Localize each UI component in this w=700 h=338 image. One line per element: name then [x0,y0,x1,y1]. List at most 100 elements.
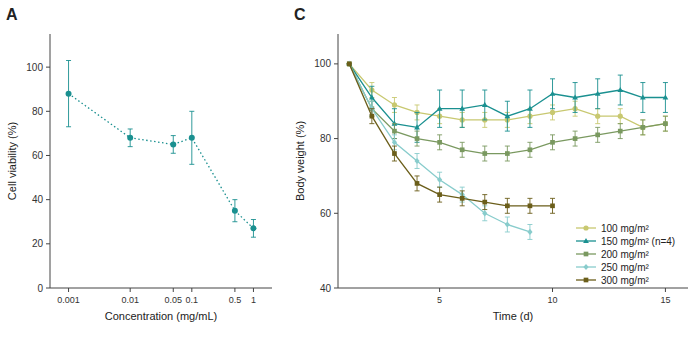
x-tick-label: 15 [660,295,670,305]
panel: C51015406080100Time (d)Body weight (%)10… [294,6,688,322]
point [170,141,176,147]
y-tick [46,288,50,289]
point [528,147,533,152]
title: C [294,6,306,23]
point [370,114,375,119]
error-bar [128,129,133,147]
legend: 100 mg/m²150 mg/m² (n=4)200 mg/m²250 mg/… [576,223,675,286]
x-tick [191,288,192,292]
point [618,129,623,134]
y-tick-label: 40 [32,194,44,205]
point [663,121,668,126]
point [482,151,487,156]
point [369,94,375,99]
error-bar [482,90,487,120]
y-tick-label: 80 [32,106,44,117]
point [482,210,487,216]
point [392,129,397,134]
line [349,64,530,232]
point [437,177,442,183]
point [505,151,510,156]
x-tick [173,288,174,292]
error-bar [189,111,194,164]
error-bar [482,195,487,210]
error-bar [415,112,420,142]
y-tick-label: 60 [32,150,44,161]
error-bar [618,124,623,139]
error-bar [640,120,645,135]
error-bar [550,79,555,109]
y-tick-label: 20 [32,238,44,249]
error-bar [460,142,465,157]
point [66,91,72,97]
point [640,125,645,130]
point [505,221,510,227]
y-tick [46,199,50,200]
point [460,196,465,201]
legend-label: 250 mg/m² [601,262,649,273]
x-tick [253,288,254,292]
error-bar [618,75,623,105]
legend-marker [583,264,588,270]
error-bar [527,142,532,157]
point [437,140,442,145]
line [69,94,254,229]
x-axis-label: Concentration (mg/mL) [105,310,218,322]
error-bar [640,120,645,135]
y-tick-label: 40 [320,283,332,294]
legend-marker [584,278,589,283]
point [528,203,533,208]
figure: A0.0010.010.050.10.51020406080100Concent… [0,0,700,338]
legend-label: 300 mg/m² [601,275,649,286]
error-bar [663,116,668,131]
error-bar [505,198,510,213]
point [392,151,397,156]
error-bar [527,90,532,127]
x-tick [665,288,666,292]
point [550,91,556,96]
x-axis [338,288,688,289]
y-axis [50,34,51,288]
x-tick-label: 1 [251,295,256,305]
error-bar [482,146,487,161]
error-bar [437,135,442,150]
series [347,62,668,161]
point [250,225,256,231]
legend-label: 150 mg/m² (n=4) [601,236,675,247]
plot-area [66,61,257,238]
error-bar [460,90,465,127]
error-bar [527,198,532,213]
point [347,61,352,66]
y-tick [334,138,338,139]
point [663,94,669,99]
y-tick-label: 100 [26,62,43,73]
x-tick-label: 0.1 [186,295,199,305]
plot-area [346,61,668,240]
y-tick-label: 80 [320,133,332,144]
series [347,61,533,240]
error-bar [527,225,532,240]
x-tick [439,288,440,292]
legend-marker [583,238,589,243]
error-bar [415,131,420,146]
error-bar [437,172,442,187]
x-tick [552,288,553,292]
point [663,121,668,126]
point [550,110,555,115]
error-bar [550,198,555,213]
point [550,203,555,208]
error-bar [460,191,465,206]
error-bar [595,109,600,124]
x-axis-label: Time (d) [493,310,534,322]
point [595,91,601,96]
error-bar [595,79,600,109]
point [415,181,420,186]
line [349,64,665,127]
point [504,113,510,118]
error-bar [505,146,510,161]
x-tick-label: 0.001 [57,295,80,305]
point [414,158,419,164]
error-bar [66,61,71,127]
error-bar [663,83,668,113]
error-bar [369,109,374,124]
